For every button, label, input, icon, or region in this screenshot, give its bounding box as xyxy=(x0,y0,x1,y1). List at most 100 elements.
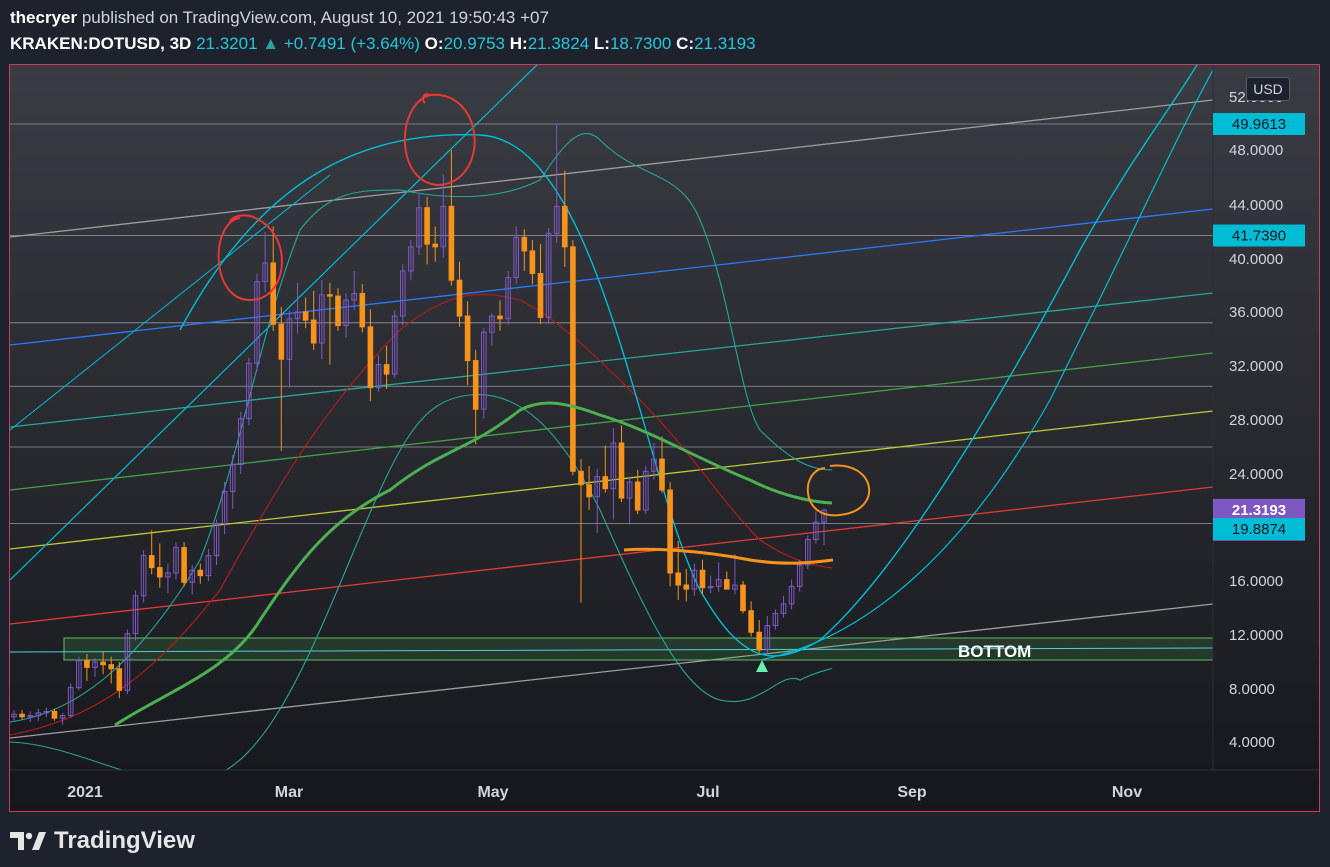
candle-body xyxy=(578,470,584,486)
candle xyxy=(43,707,50,717)
candle xyxy=(310,290,317,350)
candle xyxy=(238,411,244,474)
candle-body xyxy=(132,595,139,635)
candle xyxy=(367,309,374,402)
price-axis[interactable]: 52.000048.000044.000040.000036.000032.00… xyxy=(1229,89,1283,751)
time-axis[interactable]: 2021 Mar May Jul Sep Nov xyxy=(67,784,1142,801)
candle xyxy=(570,240,576,476)
candle xyxy=(691,563,698,596)
open-label: O: xyxy=(424,34,444,53)
candle xyxy=(116,662,123,699)
candle-body xyxy=(262,262,268,283)
candle xyxy=(724,571,730,590)
candle-body xyxy=(254,281,260,364)
candle-body xyxy=(586,484,592,498)
candle-body xyxy=(286,318,293,360)
candle xyxy=(327,282,333,365)
price-label-bg xyxy=(1213,224,1305,247)
candle xyxy=(286,310,293,388)
candle xyxy=(229,455,236,509)
price-tick-label: 36.0000 xyxy=(1229,304,1283,321)
open-value: 20.9753 xyxy=(443,34,506,53)
candle-body xyxy=(165,572,171,578)
time-tick-label: Mar xyxy=(275,784,303,801)
candle-body xyxy=(440,205,447,248)
candle xyxy=(173,542,179,580)
candle-body xyxy=(772,612,779,627)
bottom-label: BOTTOM xyxy=(958,642,1031,661)
candle-body xyxy=(408,246,414,272)
candle xyxy=(84,653,90,681)
candle-body xyxy=(181,547,187,583)
candle-body xyxy=(659,458,665,491)
candle-body xyxy=(618,442,625,499)
candle-body xyxy=(424,207,430,245)
time-tick-label: Nov xyxy=(1112,784,1142,801)
candle xyxy=(796,559,803,592)
candle xyxy=(351,270,357,311)
candle xyxy=(319,280,325,360)
candle xyxy=(383,345,390,389)
candle-body xyxy=(780,603,787,614)
candle xyxy=(683,568,690,602)
candle-body xyxy=(634,481,641,511)
candle xyxy=(586,465,592,511)
candle-body xyxy=(319,294,325,344)
candle-body xyxy=(505,277,511,320)
candle-body xyxy=(367,326,374,389)
candle xyxy=(545,227,552,325)
candle-body xyxy=(602,476,609,490)
candle xyxy=(424,196,430,265)
candle-body xyxy=(732,584,738,590)
ohlc-bar: KRAKEN:DOTUSD, 3D 21.3201 ▲ +0.7491 (+3.… xyxy=(10,34,756,54)
author-name[interactable]: thecryer xyxy=(10,8,78,27)
candle xyxy=(335,288,341,331)
candle-body xyxy=(570,246,576,472)
time-tick-label: 2021 xyxy=(67,784,103,801)
candle xyxy=(651,442,657,480)
candle-body xyxy=(707,585,714,589)
candle xyxy=(440,174,447,258)
candle-body xyxy=(76,660,82,689)
candle xyxy=(400,264,406,326)
price-tick-label: 32.0000 xyxy=(1229,358,1283,375)
tradingview-brand[interactable]: TradingView xyxy=(54,827,195,854)
candle xyxy=(124,629,131,695)
high-value: 21.3824 xyxy=(527,34,590,53)
candle xyxy=(707,575,714,594)
publish-date: published on TradingView.com, August 10,… xyxy=(81,8,549,27)
candle xyxy=(408,240,414,281)
candle-body xyxy=(100,661,106,666)
price-tick-label: 24.0000 xyxy=(1229,466,1283,483)
candle xyxy=(205,548,212,581)
bottom-zone xyxy=(10,637,1213,661)
candle-body xyxy=(448,205,455,281)
candle-body xyxy=(140,555,147,597)
candle-body xyxy=(715,579,722,587)
up-arrow-icon: ▲ xyxy=(262,34,280,53)
currency-button[interactable]: USD xyxy=(1246,77,1290,101)
candle-body xyxy=(691,569,698,590)
candle-body xyxy=(246,362,252,420)
candle-body xyxy=(788,585,795,605)
candle-body xyxy=(521,236,528,252)
candle-body xyxy=(11,713,17,718)
candle-body xyxy=(270,262,276,325)
candle xyxy=(610,428,617,520)
symbol-label[interactable]: KRAKEN:DOTUSD, 3D xyxy=(10,34,192,53)
high-label: H: xyxy=(509,34,528,53)
plot-area[interactable]: BOTTOM xyxy=(10,60,1213,781)
candle xyxy=(448,150,455,286)
candle-body xyxy=(756,631,763,651)
candle xyxy=(416,192,422,255)
footer: TradingView xyxy=(10,824,195,858)
candle-body xyxy=(359,292,366,328)
candle xyxy=(11,710,17,721)
candle-body xyxy=(67,687,74,717)
candle-body xyxy=(821,509,827,523)
candle xyxy=(521,229,528,271)
candle xyxy=(132,590,139,641)
candle xyxy=(562,170,568,267)
candle-body xyxy=(675,572,682,586)
